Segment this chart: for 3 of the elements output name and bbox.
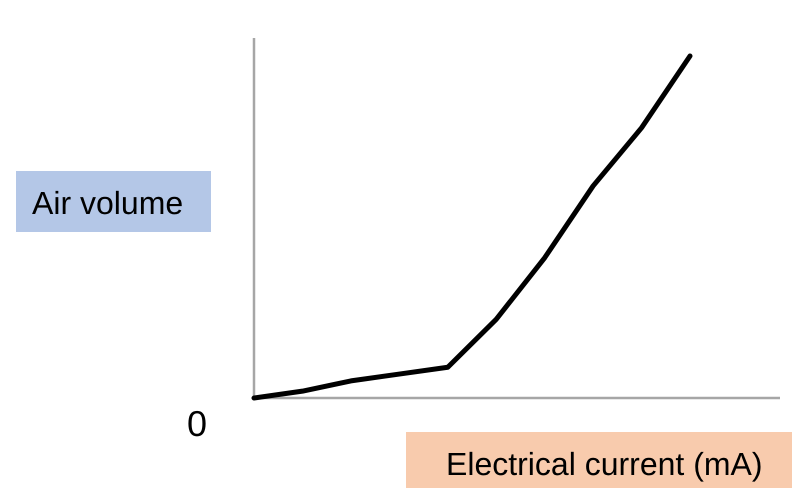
x-axis-title: Electrical current (mA) (446, 446, 762, 482)
y-axis-title: Air volume (32, 185, 184, 221)
text: 0 (186, 403, 208, 444)
